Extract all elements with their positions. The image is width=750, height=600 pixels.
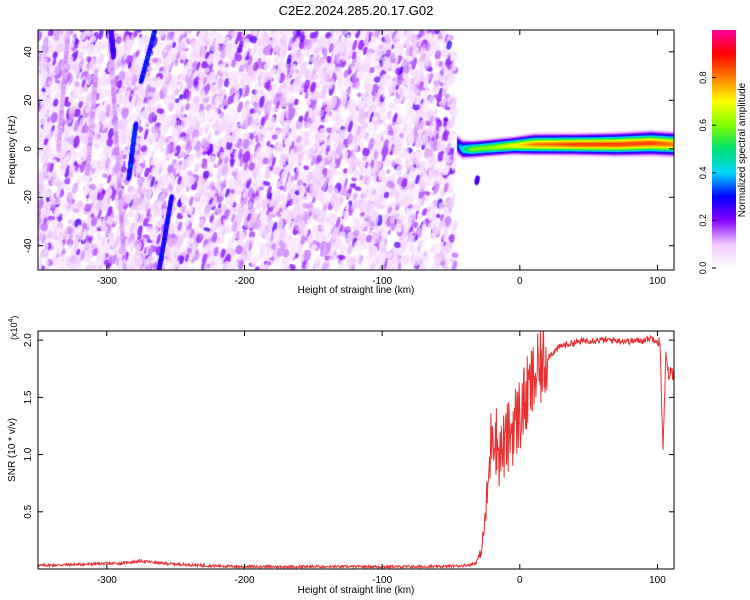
snr-frame [37,330,675,570]
colorbar-tick-label: 0.6 [698,119,708,132]
spectrogram-y-tick-label: 20 [23,94,34,106]
spectrogram-heatmap [38,30,674,270]
spectrogram-y-tick-label: 0 [23,146,34,152]
snr-y-tick-label: 1.0 [23,447,34,461]
snr-x-tick-label: -200 [234,575,254,586]
figure-title: C2E2.2024.285.20.17.G02 [279,3,434,18]
snr-x-tick-label: 0 [517,575,523,586]
spectrogram-y-label: Frequency (Hz) [7,116,18,185]
spectrogram-y-ticks: -40 -20 0 20 40 [23,46,674,253]
snr-x-label: Height of straight line (km) [298,585,415,596]
spectrogram-x-tick-label: -200 [234,276,254,287]
colorbar-tick-label: 0.8 [698,71,708,84]
colorbar-label: Normalized spectral amplitude [737,82,748,217]
snr-x-tick-label: -100 [372,575,392,586]
snr-x-tick-label: 100 [649,575,666,586]
spectrogram-y-tick-label: 40 [23,46,34,58]
colorbar-ticks: 0.0 0.2 0.4 0.6 0.8 [698,71,716,274]
spectrogram-x-label: Height of straight line (km) [298,285,415,296]
snr-series-line [38,331,674,569]
snr-y-tick-label: 0.5 [23,504,34,518]
colorbar-tick-label: 0.4 [698,167,708,180]
spectrogram-x-tick-label: 100 [649,276,666,287]
spectrogram-x-tick-label: 0 [517,276,523,287]
snr-y-ticks: 0.5 1.0 1.5 2.0 [23,333,674,519]
spectrogram-y-tick-label: -20 [23,190,34,205]
snr-panel: -300 -200 -100 0 100 0.5 1.0 1.5 2.0 Height of … [7,316,675,596]
snr-y-tick-label: 2.0 [23,333,34,347]
spectrogram-x-tick-label: -300 [97,276,117,287]
colorbar-tick-label: 0.2 [698,214,708,227]
snr-y-tick-label: 1.5 [23,390,34,404]
spectrogram-frame [37,29,675,271]
snr-x-tick-label: -300 [97,575,117,586]
spectrogram-x-tick-label: -100 [372,276,392,287]
colorbar-gradient [712,30,736,268]
spectrogram-y-tick-label: -40 [23,238,34,253]
snr-x-ticks: -300 -200 -100 0 100 [97,331,666,586]
snr-y-label: SNR (10 * v/v) [7,418,18,482]
colorbar-tick-label: 0.0 [698,262,708,275]
snr-y-scale-note: (x104) [8,316,19,340]
spectrogram-x-ticks: -300 -200 -100 0 100 [97,30,666,287]
colorbar: 0.0 0.2 0.4 0.6 0.8 Normalized spectral ampl… [698,30,748,274]
